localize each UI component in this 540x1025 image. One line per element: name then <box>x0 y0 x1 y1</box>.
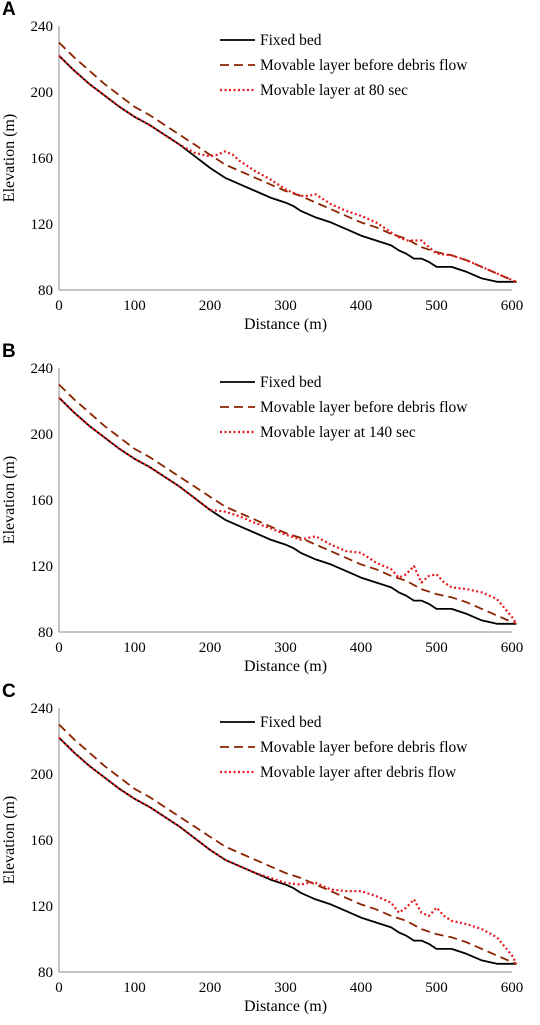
x-tick-label: 300 <box>274 640 297 656</box>
x-tick-label: 200 <box>199 980 222 996</box>
chart-panel-c: C 80 120 160 200 240 0 100 200 300 400 500 600 Dista… <box>0 682 540 1022</box>
x-tick-label: 400 <box>350 980 373 996</box>
series-line-1 <box>58 55 517 283</box>
chart-svg: 80 120 160 200 240 0 100 200 300 400 500 600 Distanc… <box>1 701 524 1015</box>
y-tick-label: 160 <box>31 493 54 509</box>
y-tick-label: 80 <box>38 625 53 641</box>
chart-panel-b: B 80 120 160 200 240 0 100 200 300 400 500 600 Dista… <box>0 342 540 682</box>
x-tick-label: 0 <box>55 298 63 314</box>
x-axis-title: Distance (m) <box>244 658 327 675</box>
x-tick-label: 0 <box>55 640 63 656</box>
series-line-2 <box>58 41 517 283</box>
x-tick-label: 300 <box>274 298 297 314</box>
legend-label: Movable layer after debris flow <box>260 764 457 781</box>
x-tick-label: 100 <box>123 980 146 996</box>
chart-svg: 80 120 160 200 240 0 100 200 300 400 500 600 Distanc… <box>1 361 524 675</box>
y-tick-label: 120 <box>31 217 54 233</box>
panel-label: C <box>2 681 16 702</box>
x-tick-label: 500 <box>425 640 448 656</box>
legend-label: Fixed bed <box>260 714 322 731</box>
x-tick-label: 100 <box>123 640 146 656</box>
x-tick-label: 200 <box>199 298 222 314</box>
x-tick-label: 600 <box>501 640 524 656</box>
chart-svg: 80 120 160 200 240 0 100 200 300 400 500 600 Distanc… <box>1 19 524 333</box>
x-axis-title: Distance (m) <box>244 316 327 333</box>
x-tick-label: 600 <box>501 980 524 996</box>
y-tick-label: 240 <box>31 361 54 377</box>
series-line-3 <box>58 736 518 965</box>
y-tick-label: 120 <box>31 899 54 915</box>
y-axis-title: Elevation (m) <box>1 796 18 884</box>
legend-label: Movable layer before debris flow <box>260 399 468 416</box>
y-axis-title: Elevation (m) <box>1 456 18 544</box>
legend-label: Fixed bed <box>260 32 322 49</box>
y-tick-label: 240 <box>31 701 54 717</box>
x-tick-label: 0 <box>55 980 63 996</box>
x-tick-label: 400 <box>350 640 373 656</box>
legend-label: Movable layer at 140 sec <box>260 424 416 441</box>
series-line-1 <box>58 397 517 625</box>
series-line-3 <box>58 54 517 283</box>
y-tick-label: 80 <box>38 965 53 981</box>
x-tick-label: 600 <box>501 298 524 314</box>
legend-label: Movable layer before debris flow <box>260 57 468 74</box>
series-line-1 <box>58 737 517 965</box>
x-axis-title: Distance (m) <box>244 998 327 1015</box>
legend-label: Fixed bed <box>260 374 322 391</box>
y-tick-label: 80 <box>38 283 53 299</box>
legend-label: Movable layer at 80 sec <box>260 82 408 99</box>
y-tick-label: 120 <box>31 559 54 575</box>
y-tick-label: 160 <box>31 833 54 849</box>
chart-panel-a: A 80 120 160 200 240 0 100 200 300 400 500 600 Dista… <box>0 0 540 340</box>
y-axis-title: Elevation (m) <box>1 114 18 202</box>
x-tick-label: 300 <box>274 980 297 996</box>
y-tick-label: 200 <box>31 85 54 101</box>
x-tick-label: 400 <box>350 298 373 314</box>
x-tick-label: 500 <box>425 298 448 314</box>
x-tick-label: 100 <box>123 298 146 314</box>
series-line-2 <box>58 723 517 965</box>
panel-label: B <box>2 341 16 362</box>
y-tick-label: 200 <box>31 427 54 443</box>
y-tick-label: 200 <box>31 767 54 783</box>
y-tick-label: 160 <box>31 151 54 167</box>
panel-label: A <box>2 0 16 20</box>
y-tick-label: 240 <box>31 19 54 35</box>
legend-label: Movable layer before debris flow <box>260 739 468 756</box>
x-tick-label: 500 <box>425 980 448 996</box>
series-line-2 <box>58 383 517 625</box>
x-tick-label: 200 <box>199 640 222 656</box>
